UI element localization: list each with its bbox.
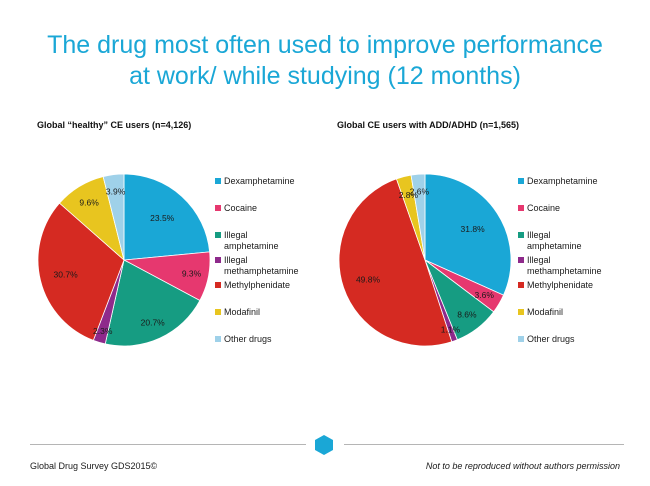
hexagon-logo-icon: [315, 435, 333, 455]
data-label-dexamphetamine: 23.5%: [150, 213, 175, 223]
slide-title-line-1: The drug most often used to improve perf…: [47, 31, 603, 59]
legend-label: Methylphenidate: [518, 280, 639, 291]
legend-item-illegal-methamphetamine: Illegal methamphetamine: [215, 255, 345, 277]
data-label-cocaine: 3.6%: [475, 290, 495, 300]
legend-label-line: methamphetamine: [224, 266, 299, 276]
legend-swatch: [215, 205, 221, 211]
data-label-methylphenidate: 30.7%: [54, 269, 79, 279]
legend-label: Illegal methamphetamine: [215, 255, 336, 277]
legend-swatch: [215, 282, 221, 288]
pie-chart-healthy-users: 23.5% 9.3% 20.7% 2.3% 30.7% 9.6% 3.9%: [37, 173, 211, 347]
pie-slice-dexamphetamine: [123, 173, 211, 261]
legend-label: Dexamphetamine: [215, 176, 336, 187]
legend-swatch: [215, 336, 221, 342]
data-label-methylphenidate: 49.8%: [356, 274, 381, 284]
legend-item-other-drugs: Other drugs: [518, 334, 648, 345]
legend-swatch: [518, 336, 524, 342]
legend-item-modafinil: Modafinil: [518, 307, 648, 318]
data-label-illegal-methamphetamine: 1.1%: [441, 325, 461, 335]
legend-label-line: amphetamine: [527, 241, 582, 251]
footer-divider-left: [30, 444, 306, 445]
legend-label-line: Illegal: [527, 230, 551, 240]
legend-label-line: Other drugs: [527, 334, 575, 344]
data-label-other-drugs: 3.9%: [106, 187, 126, 197]
legend-label-line: Illegal: [224, 255, 248, 265]
legend-item-methylphenidate: Methylphenidate: [518, 280, 648, 291]
legend-label: Other drugs: [215, 334, 336, 345]
chart-title-adhd-users: Global CE users with ADD/ADHD (n=1,565): [337, 120, 519, 130]
legend-label-line: Cocaine: [527, 203, 561, 213]
legend-swatch: [518, 309, 524, 315]
legend-swatch: [215, 232, 221, 238]
legend-label-line: methamphetamine: [527, 266, 602, 276]
legend-label-line: Methylphenidate: [527, 280, 594, 290]
legend-item-cocaine: Cocaine: [518, 203, 648, 214]
legend-label: Dexamphetamine: [518, 176, 639, 187]
pie-chart-adhd-users: 31.8% 3.6% 8.6% 1.1% 49.8% 2.8%2.6%: [338, 173, 512, 347]
legend-item-other-drugs: Other drugs: [215, 334, 345, 345]
pie-slice-other-drugs: [410, 173, 426, 261]
legend-label-line: Methylphenidate: [224, 280, 291, 290]
legend-label-line: Dexamphetamine: [224, 176, 295, 186]
legend-label-line: Modafinil: [527, 307, 564, 317]
footer-copyright-notice: Not to be reproduced without authors per…: [425, 461, 620, 471]
footer-divider-right: [344, 444, 624, 445]
legend-healthy-users: Dexamphetamine Cocaine Illegal amphetamine I…: [215, 176, 345, 345]
legend-item-methylphenidate: Methylphenidate: [215, 280, 345, 291]
data-label-illegal-amphetamine: 20.7%: [141, 318, 166, 328]
legend-label: Cocaine: [215, 203, 336, 214]
pie-slice-other-drugs: [102, 173, 125, 261]
data-label-modafinil: 9.6%: [79, 198, 99, 208]
data-label-illegal-amphetamine: 8.6%: [457, 310, 477, 320]
legend-item-illegal-amphetamine: Illegal amphetamine: [215, 230, 345, 252]
legend-label-line: Other drugs: [224, 334, 272, 344]
legend-item-cocaine: Cocaine: [215, 203, 345, 214]
legend-label: Methylphenidate: [215, 280, 336, 291]
footer-source: Global Drug Survey GDS2015©: [30, 461, 158, 471]
legend-swatch: [518, 178, 524, 184]
legend-label-line: Illegal: [527, 255, 551, 265]
legend-label-line: Modafinil: [224, 307, 261, 317]
data-label-cocaine: 9.3%: [182, 269, 202, 279]
legend-swatch: [518, 232, 524, 238]
legend-label: Illegal methamphetamine: [518, 255, 639, 277]
slide-title: The drug most often used to improve perf…: [0, 30, 650, 92]
chart-title-healthy-users: Global “healthy” CE users (n=4,126): [37, 120, 192, 130]
legend-item-illegal-amphetamine: Illegal amphetamine: [518, 230, 648, 252]
legend-label: Illegal amphetamine: [518, 230, 639, 252]
legend-label: Illegal amphetamine: [215, 230, 336, 252]
legend-label-line: amphetamine: [224, 241, 279, 251]
legend-label: Modafinil: [518, 307, 639, 318]
slide-title-line-2: at work/ while studying (12 months): [129, 62, 521, 90]
legend-label-line: Cocaine: [224, 203, 258, 213]
legend-item-illegal-methamphetamine: Illegal methamphetamine: [518, 255, 648, 277]
legend-label: Other drugs: [518, 334, 639, 345]
pie-slice-methylphenidate: [338, 178, 453, 347]
legend-label-line: Dexamphetamine: [527, 176, 598, 186]
data-label-modafinil: 2.8%: [399, 190, 419, 200]
legend-swatch: [215, 178, 221, 184]
pie-slice-methylphenidate: [37, 202, 125, 341]
data-label-dexamphetamine: 31.8%: [461, 224, 486, 234]
data-label-other-drugs: 2.6%: [410, 186, 430, 196]
legend-item-dexamphetamine: Dexamphetamine: [518, 176, 648, 187]
legend-swatch: [215, 257, 221, 263]
pie-slice-dexamphetamine: [424, 173, 512, 296]
legend-swatch: [518, 257, 524, 263]
legend-swatch: [518, 282, 524, 288]
legend-swatch: [518, 205, 524, 211]
legend-adhd-users: Dexamphetamine Cocaine Illegal amphetamine I…: [518, 176, 648, 345]
legend-item-modafinil: Modafinil: [215, 307, 345, 318]
legend-item-dexamphetamine: Dexamphetamine: [215, 176, 345, 187]
legend-label-line: Illegal: [224, 230, 248, 240]
legend-label: Cocaine: [518, 203, 639, 214]
data-label-illegal-methamphetamine: 2.3%: [93, 326, 113, 336]
pie-slice-illegal-amphetamine: [104, 259, 201, 347]
legend-swatch: [215, 309, 221, 315]
legend-label: Modafinil: [215, 307, 336, 318]
